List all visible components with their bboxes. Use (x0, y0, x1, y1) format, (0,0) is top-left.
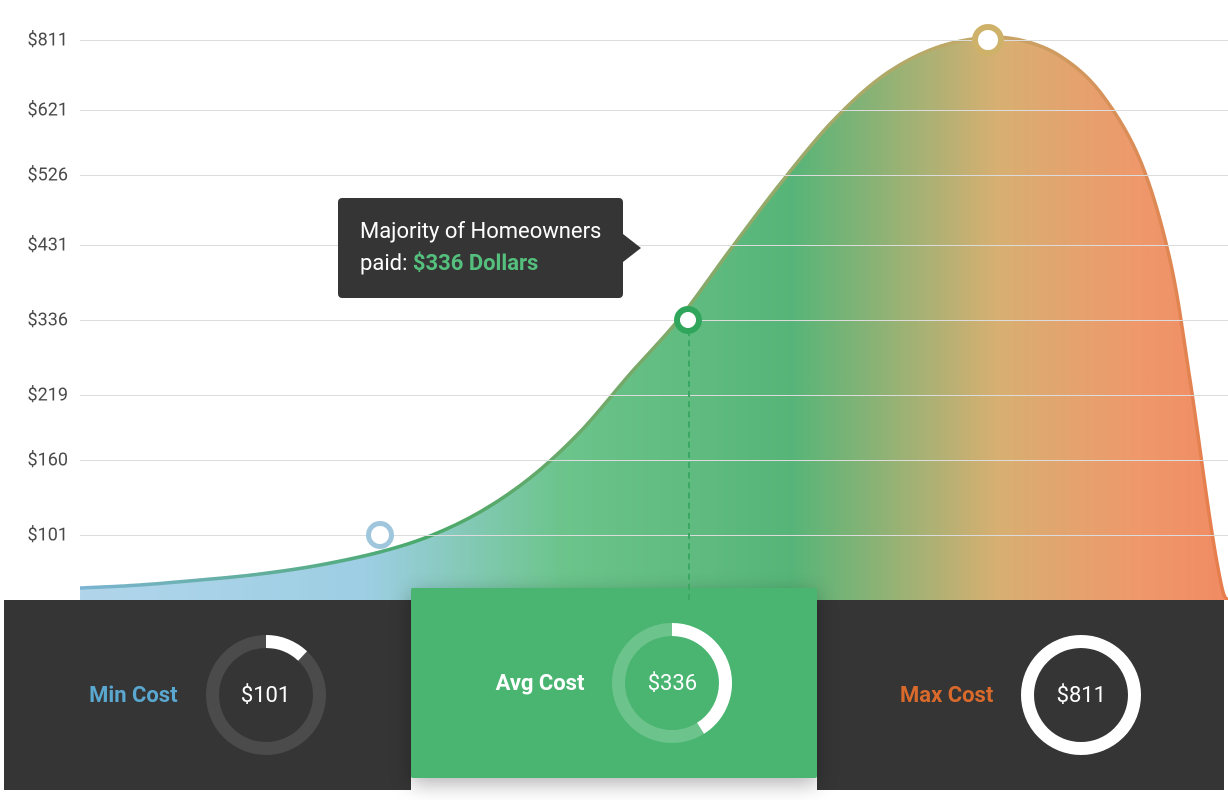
cost-card-label: Avg Cost (496, 671, 585, 696)
y-tick-label: $431 (28, 235, 68, 256)
y-tick-label: $101 (28, 525, 68, 546)
cost-cards-row: Min Cost $101 Avg Cost $336 Max Cost $811 (4, 600, 1224, 790)
cost-card-value: $336 (612, 623, 732, 743)
y-tick-label: $526 (28, 165, 68, 186)
avg-indicator-line (688, 320, 690, 600)
donut-max: $811 (1021, 635, 1141, 755)
marker-avg (674, 306, 702, 334)
gridline (80, 395, 1228, 396)
donut-avg: $336 (612, 623, 732, 743)
gridline (80, 110, 1228, 111)
plot-area: Majority of Homeownerspaid: $336 Dollars (80, 0, 1228, 600)
chart-area: $811 $621 $526 $431 $336 $219 $160 $101 Majorit… (0, 0, 1228, 600)
gridline (80, 320, 1228, 321)
gridline (80, 40, 1228, 41)
bell-curve (80, 0, 1228, 600)
y-tick-label: $336 (28, 310, 68, 331)
y-tick-label: $219 (28, 385, 68, 406)
cost-card-label: Max Cost (900, 683, 993, 708)
gridline (80, 460, 1228, 461)
tooltip: Majority of Homeownerspaid: $336 Dollars (338, 198, 623, 298)
marker-max (972, 24, 1004, 56)
y-axis: $811 $621 $526 $431 $336 $219 $160 $101 (0, 0, 80, 560)
cost-card-label: Min Cost (89, 683, 177, 708)
tooltip-arrow-icon (623, 234, 641, 262)
tooltip-line2: paid: $336 Dollars (360, 248, 601, 280)
cost-infographic: $811 $621 $526 $431 $336 $219 $160 $101 Majorit… (0, 0, 1228, 800)
y-tick-label: $621 (28, 100, 68, 121)
cost-card-value: $101 (206, 635, 326, 755)
cost-card-max: Max Cost $811 (817, 600, 1224, 790)
tooltip-line1: Majority of Homeowners (360, 216, 601, 248)
y-tick-label: $811 (28, 30, 68, 51)
cost-card-min: Min Cost $101 (4, 600, 411, 790)
gridline (80, 245, 1228, 246)
gridline (80, 535, 1228, 536)
cost-card-avg: Avg Cost $336 (411, 588, 818, 778)
tooltip-highlight-value: $336 Dollars (413, 251, 538, 276)
donut-min: $101 (206, 635, 326, 755)
gridline (80, 175, 1228, 176)
tooltip-line2-prefix: paid: (360, 251, 413, 276)
marker-min (366, 521, 394, 549)
y-tick-label: $160 (28, 450, 68, 471)
cost-card-value: $811 (1021, 635, 1141, 755)
